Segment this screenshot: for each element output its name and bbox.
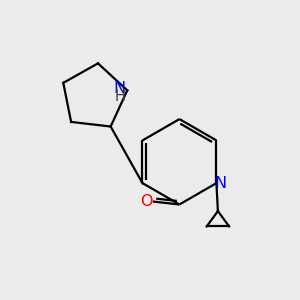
Text: H: H (115, 89, 125, 104)
Text: N: N (114, 81, 126, 96)
Text: N: N (214, 176, 226, 190)
Text: O: O (140, 194, 153, 209)
